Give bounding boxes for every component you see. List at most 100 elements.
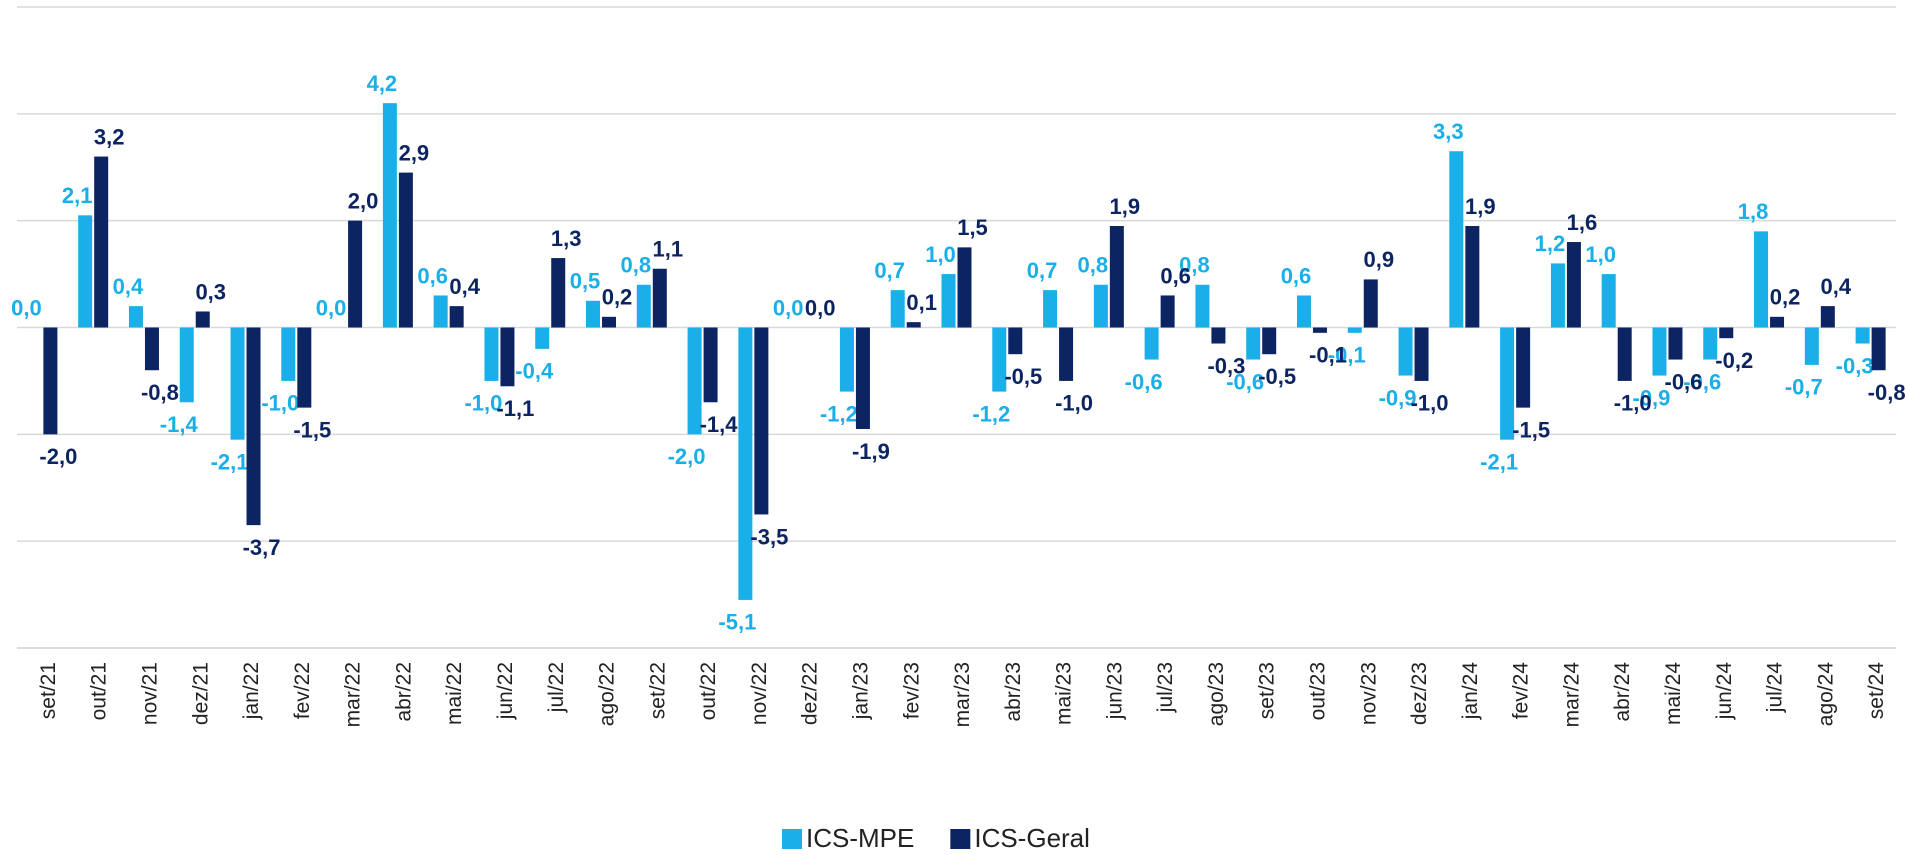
data-label: -1,5: [293, 417, 331, 442]
bar: [246, 327, 261, 526]
bar: [1008, 327, 1023, 355]
bar: [144, 327, 159, 371]
bar: [890, 290, 905, 328]
bar: [1754, 231, 1769, 328]
data-label: 1,1: [653, 237, 684, 262]
data-label: 0,7: [1027, 258, 1058, 283]
x-tick-label: ago/23: [1205, 662, 1228, 726]
legend-label: ICS-Geral: [974, 823, 1090, 853]
bar: [754, 327, 769, 515]
data-label: 1,9: [1465, 194, 1496, 219]
bar: [1820, 306, 1835, 328]
bar: [1601, 274, 1616, 328]
x-tick-label: jul/23: [1154, 662, 1177, 713]
bar: [1804, 327, 1819, 365]
x-tick-label: ago/24: [1814, 662, 1837, 727]
data-label: -1,0: [1614, 391, 1652, 416]
legend-swatch: [782, 829, 802, 849]
x-tick-label: mai/22: [443, 662, 466, 725]
bar: [1566, 242, 1581, 328]
bar: [1414, 327, 1429, 381]
bar: [1109, 226, 1124, 328]
x-tick-label: mar/22: [342, 662, 365, 727]
bar: [1144, 327, 1159, 360]
x-tick-label: jan/23: [849, 662, 872, 720]
bar: [128, 306, 143, 328]
data-label: 0,8: [1078, 253, 1109, 278]
data-label: -0,4: [515, 359, 554, 384]
x-tick-label: out/21: [88, 662, 111, 720]
x-tick-label: abr/22: [392, 662, 415, 722]
data-label: 0,0: [805, 295, 836, 320]
data-label: 1,9: [1110, 194, 1141, 219]
data-label: -1,4: [700, 412, 739, 437]
x-tick-label: mai/23: [1053, 662, 1076, 725]
data-label: -0,6: [1683, 369, 1721, 394]
data-label: -0,5: [1258, 364, 1296, 389]
bar: [1516, 327, 1531, 408]
bar: [348, 220, 363, 328]
bar: [1059, 327, 1074, 381]
bar: [1871, 327, 1886, 371]
data-label: 0,6: [1281, 263, 1312, 288]
data-label: -0,7: [1785, 375, 1823, 400]
x-tick-label: nov/21: [139, 662, 162, 725]
data-label: -2,1: [211, 449, 249, 474]
data-label: -3,5: [750, 524, 788, 549]
bar: [839, 327, 854, 392]
bar: [687, 327, 702, 435]
bar: [1465, 226, 1480, 328]
x-tick-label: fev/22: [291, 662, 314, 719]
bar: [1770, 316, 1785, 328]
data-label: 0,3: [195, 279, 226, 304]
data-label: 0,4: [113, 274, 144, 299]
x-tick-label: set/21: [37, 662, 60, 719]
bar: [992, 327, 1007, 392]
data-label: -1,9: [852, 439, 890, 464]
bar: [1296, 295, 1311, 328]
x-tick-label: fev/24: [1510, 662, 1533, 720]
bar: [652, 268, 667, 328]
data-label: -5,1: [718, 610, 756, 635]
data-label: -2,0: [668, 444, 706, 469]
x-tick-label: dez/22: [799, 662, 822, 725]
data-label: 2,0: [348, 188, 379, 213]
data-label: 0,0: [316, 295, 347, 320]
data-label: 2,1: [62, 183, 93, 208]
data-label: -0,6: [1665, 369, 1703, 394]
x-tick-label: set/22: [646, 662, 669, 719]
data-label: -0,8: [1868, 380, 1906, 405]
x-tick-label: mar/23: [951, 662, 974, 727]
data-label: -0,1: [1328, 343, 1366, 368]
x-tick-label: abr/24: [1611, 662, 1634, 722]
bar: [703, 327, 718, 403]
data-label: 0,0: [11, 295, 42, 320]
data-label: -1,4: [160, 412, 199, 437]
x-tick-label: dez/21: [189, 662, 212, 725]
legend-swatch: [950, 829, 971, 849]
bar: [398, 172, 413, 328]
bar: [449, 306, 464, 328]
data-label: 0,8: [621, 253, 652, 278]
bar: [957, 247, 972, 328]
x-tick-label: set/24: [1865, 662, 1888, 720]
data-label: -1,2: [972, 401, 1010, 426]
data-label: -0,2: [1715, 348, 1753, 373]
x-tick-label: nov/22: [748, 662, 771, 725]
bar: [1160, 295, 1175, 328]
bar: [1617, 327, 1632, 381]
data-label: -1,2: [820, 401, 858, 426]
data-label: -1,0: [261, 391, 299, 416]
data-label: -0,3: [1836, 353, 1874, 378]
bar: [1312, 327, 1327, 333]
data-label: 0,6: [1160, 263, 1191, 288]
x-tick-label: jan/24: [1459, 662, 1482, 721]
x-tick-label: jan/22: [240, 662, 263, 720]
bar: [1500, 327, 1515, 440]
bar: [738, 327, 753, 600]
data-label: -2,0: [39, 444, 77, 469]
data-label: -0,5: [1004, 364, 1042, 389]
x-tick-label: nov/23: [1357, 662, 1380, 725]
data-label: -3,7: [243, 535, 281, 560]
